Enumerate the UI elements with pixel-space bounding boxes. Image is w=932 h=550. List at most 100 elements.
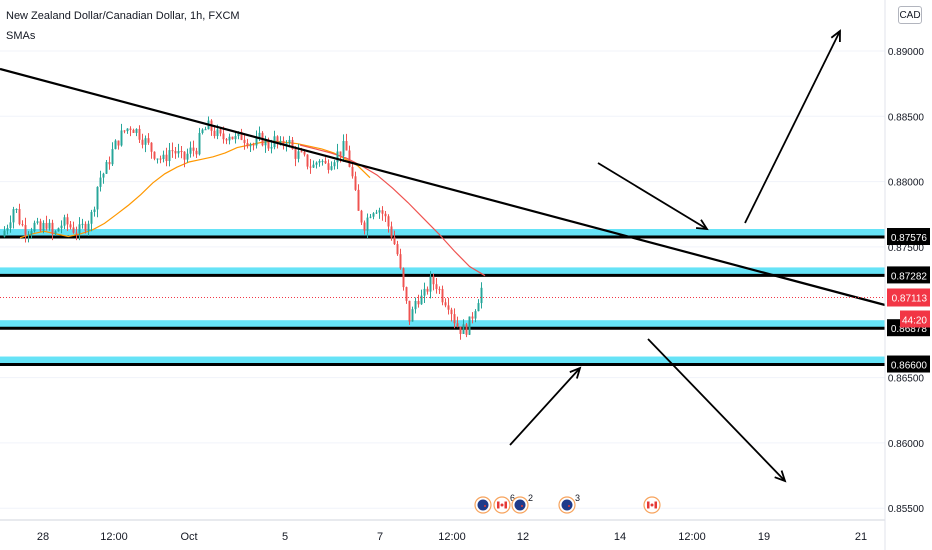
candle-body xyxy=(351,166,354,177)
event-icon[interactable] xyxy=(474,496,492,514)
candle-body xyxy=(438,289,441,291)
price-level-label: 0.86600 xyxy=(891,361,928,372)
indicator-label[interactable]: SMAs xyxy=(6,30,36,42)
candle-body xyxy=(201,129,204,133)
candle-body xyxy=(42,222,45,231)
candle-body xyxy=(249,144,252,147)
candle-body xyxy=(21,224,24,226)
nz-flag-icon xyxy=(514,499,526,511)
event-icon[interactable]: 6 xyxy=(493,493,515,514)
price-level-label-box xyxy=(887,266,930,284)
candle-body xyxy=(396,244,399,255)
currency-button[interactable]: CAD xyxy=(898,6,922,24)
candle-body xyxy=(105,162,108,174)
nz-flag-icon xyxy=(561,499,573,511)
y-tick-label: 0.88500 xyxy=(888,112,925,123)
candle-body xyxy=(390,226,393,238)
economic-events[interactable]: 6 2 3 xyxy=(474,493,661,514)
candle-body xyxy=(159,158,162,160)
y-tick-label: 0.89000 xyxy=(888,47,925,58)
candle-body xyxy=(120,130,123,146)
candle-body xyxy=(399,254,402,269)
nz-flag-star xyxy=(484,505,486,507)
price-zones[interactable] xyxy=(0,229,885,367)
candle-body xyxy=(324,160,327,164)
drawings[interactable] xyxy=(0,29,886,483)
candle-body xyxy=(354,176,357,190)
candle-body xyxy=(30,231,33,235)
candle-body xyxy=(102,173,105,178)
ca-flag-bar xyxy=(504,501,507,509)
candle-body xyxy=(309,166,312,168)
countdown-label-box xyxy=(900,310,930,328)
candle-body xyxy=(132,129,135,133)
candle-body xyxy=(36,221,39,223)
candle-body xyxy=(150,142,153,152)
x-tick-label: 5 xyxy=(282,531,288,543)
nz-flag-star xyxy=(568,505,570,507)
candle-body xyxy=(435,284,438,290)
candle-body xyxy=(270,147,273,149)
x-tick-label: 14 xyxy=(614,531,626,543)
candle-body xyxy=(372,213,375,217)
candle-body xyxy=(84,223,87,231)
nz-flag-star xyxy=(521,505,523,507)
price-zone xyxy=(0,229,885,238)
event-icon[interactable] xyxy=(643,496,661,514)
candle-body xyxy=(264,140,267,146)
candle-body xyxy=(24,225,27,235)
y-tick-label: 0.85500 xyxy=(888,504,925,515)
candle-body xyxy=(246,143,249,147)
candle-body xyxy=(456,323,459,327)
candle-body xyxy=(192,147,195,151)
candle-body xyxy=(51,222,54,235)
candle-body xyxy=(117,140,120,146)
candle-body xyxy=(33,222,36,232)
event-icon[interactable]: 2 xyxy=(511,493,533,514)
candle-body xyxy=(252,144,255,146)
x-tick-label: 7 xyxy=(377,531,383,543)
candle-body xyxy=(15,208,18,210)
candle-body xyxy=(27,234,30,236)
candle-body xyxy=(243,139,246,144)
candle-body xyxy=(369,216,372,218)
candle-body xyxy=(237,131,240,137)
candle-body xyxy=(219,129,222,134)
candle-body xyxy=(426,288,429,292)
candle-body xyxy=(114,140,117,150)
candle-body xyxy=(471,316,474,319)
price-zone xyxy=(0,320,885,329)
price-zone xyxy=(0,356,885,365)
candle-body xyxy=(48,222,51,229)
candle-body xyxy=(285,143,288,146)
candle-body xyxy=(216,129,219,137)
event-icon[interactable]: 3 xyxy=(558,493,580,514)
candle-body xyxy=(429,276,432,292)
candle-body xyxy=(66,217,69,225)
y-tick-label: 0.87500 xyxy=(888,243,925,254)
candle-body xyxy=(405,287,408,301)
candle-body xyxy=(81,223,84,225)
arrow-head xyxy=(830,29,841,43)
candle-body xyxy=(63,217,66,226)
candle-body xyxy=(204,129,207,131)
ca-flag-bar xyxy=(497,501,500,509)
candle-body xyxy=(327,163,330,170)
candle-body xyxy=(291,139,294,150)
candle-body xyxy=(444,302,447,306)
candle-body xyxy=(225,139,228,141)
candle-body xyxy=(129,128,132,130)
candle-body xyxy=(330,166,333,170)
candle-body xyxy=(441,289,444,303)
candle-body xyxy=(402,268,405,288)
x-tick-label: 12 xyxy=(517,531,529,543)
y-tick-label: 0.86500 xyxy=(888,374,925,385)
candle-body xyxy=(294,149,297,159)
candle-body xyxy=(144,138,147,145)
ca-flag-bar xyxy=(654,501,657,509)
arrow-head xyxy=(569,366,582,379)
candle-body xyxy=(57,228,60,232)
candle-body xyxy=(315,162,318,165)
candle-body xyxy=(96,186,99,210)
